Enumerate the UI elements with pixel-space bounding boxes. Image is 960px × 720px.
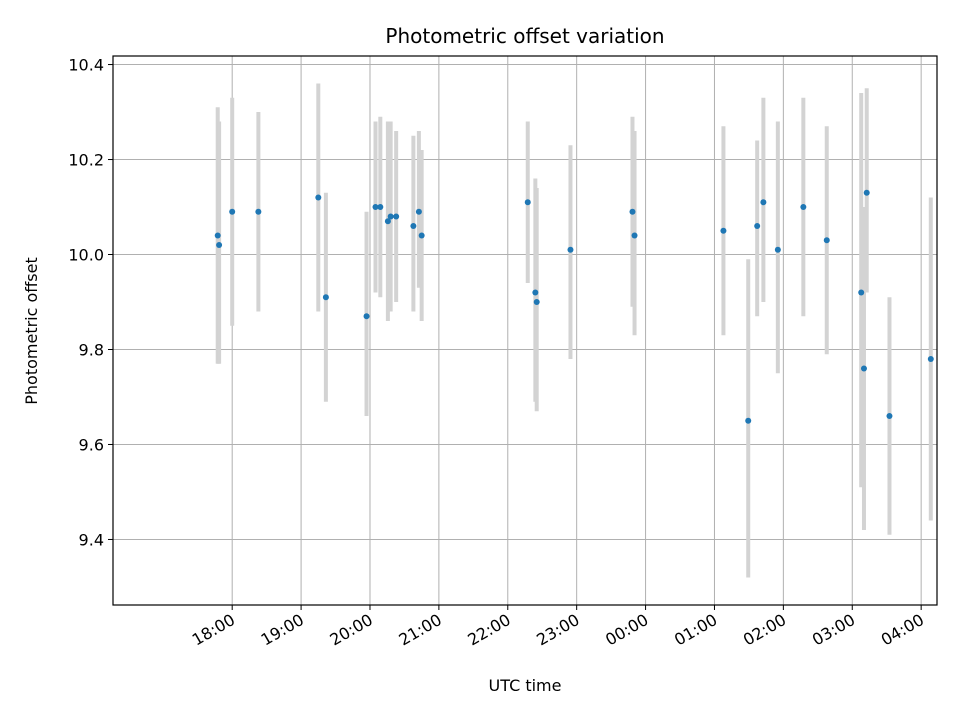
y-tick-label: 10.0 — [68, 246, 104, 265]
data-point — [377, 204, 384, 211]
data-point — [415, 208, 422, 215]
plot-frame — [112, 55, 938, 606]
data-point — [532, 289, 539, 296]
y-tick-label: 9.6 — [79, 435, 104, 454]
data-point — [363, 313, 370, 320]
y-tick-label: 9.8 — [79, 340, 104, 359]
data-point — [720, 227, 727, 234]
data-point — [745, 417, 752, 424]
data-point — [216, 242, 223, 249]
data-markers — [214, 189, 934, 424]
data-point — [418, 232, 425, 239]
data-point — [214, 232, 221, 239]
data-point — [800, 204, 807, 211]
x-axis-label: UTC time — [489, 676, 562, 695]
data-point — [372, 204, 379, 211]
data-point — [533, 299, 540, 306]
y-axis-label: Photometric offset — [22, 257, 41, 405]
data-point — [754, 223, 761, 230]
data-point — [927, 355, 934, 362]
data-point — [631, 232, 638, 239]
data-point — [774, 246, 781, 253]
data-point — [886, 412, 893, 419]
data-point — [863, 189, 870, 196]
data-point — [322, 294, 329, 301]
data-point — [255, 208, 262, 215]
grid-lines — [113, 56, 937, 605]
y-tick-label: 9.4 — [79, 530, 104, 549]
data-point — [860, 365, 867, 372]
data-point — [524, 199, 531, 206]
data-point — [393, 213, 400, 220]
data-point — [760, 199, 767, 206]
data-point — [229, 208, 236, 215]
data-point — [315, 194, 322, 201]
data-point — [387, 213, 394, 220]
y-axis-ticks: 9.4 9.6 9.8 10.0 10.2 10.4 — [68, 56, 113, 549]
data-point — [629, 208, 636, 215]
data-point — [858, 289, 865, 296]
data-point — [410, 223, 417, 230]
data-point — [823, 237, 830, 244]
y-tick-label: 10.2 — [68, 151, 104, 170]
y-tick-label: 10.4 — [68, 56, 104, 75]
data-point — [567, 246, 574, 253]
data-point — [384, 218, 391, 225]
chart-title: Photometric offset variation — [385, 24, 664, 48]
